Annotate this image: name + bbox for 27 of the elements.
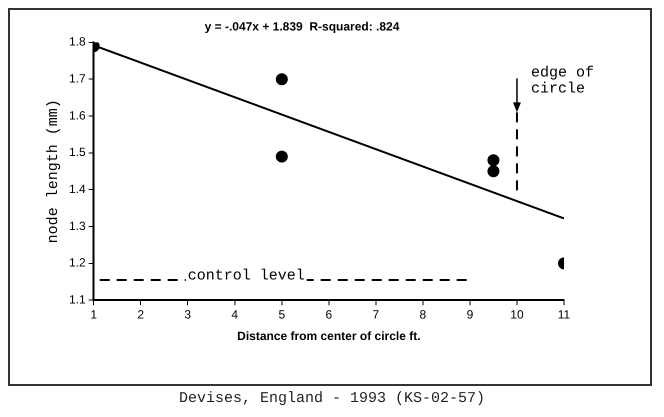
x-tick-label: 7 [372,308,380,322]
y-tick-label: 1.7 [68,72,86,86]
y-tick-label: 1.4 [68,182,86,196]
x-tick-label: 4 [231,308,238,322]
x-axis-title: Distance from center of circle ft. [237,329,421,344]
x-tick-label: 1 [90,308,98,322]
y-tick-label: 1.5 [68,145,86,160]
text: Devises, England - 1993 (KS-02-57) [178,390,486,407]
x-tick-label: 2 [137,308,144,322]
chart-title: y = -.047x + 1.839 R-squared: .824 [204,20,400,34]
x-tick-label: 8 [420,308,427,322]
point [276,150,288,163]
ref-line-label: edge of circle [530,64,594,98]
x-tick-label: 3 [184,308,192,322]
x-tick-label: 10 [510,308,524,322]
x-tick-label: 9 [466,308,474,322]
y-tick-label: 1.3 [68,218,86,233]
x-tick-label: 5 [278,308,286,322]
ref-line-label: control level [188,267,305,284]
x-tick-label: 11 [558,308,571,322]
y-tick-label: 1.1 [68,292,86,307]
y-tick-label: 1.2 [68,256,86,270]
point [276,73,288,86]
y-tick-label: 1.8 [68,34,86,49]
x-tick-label: 6 [325,308,332,322]
y-axis-title: node length (mm) [44,99,62,244]
y-tick-label: 1.6 [68,108,86,122]
